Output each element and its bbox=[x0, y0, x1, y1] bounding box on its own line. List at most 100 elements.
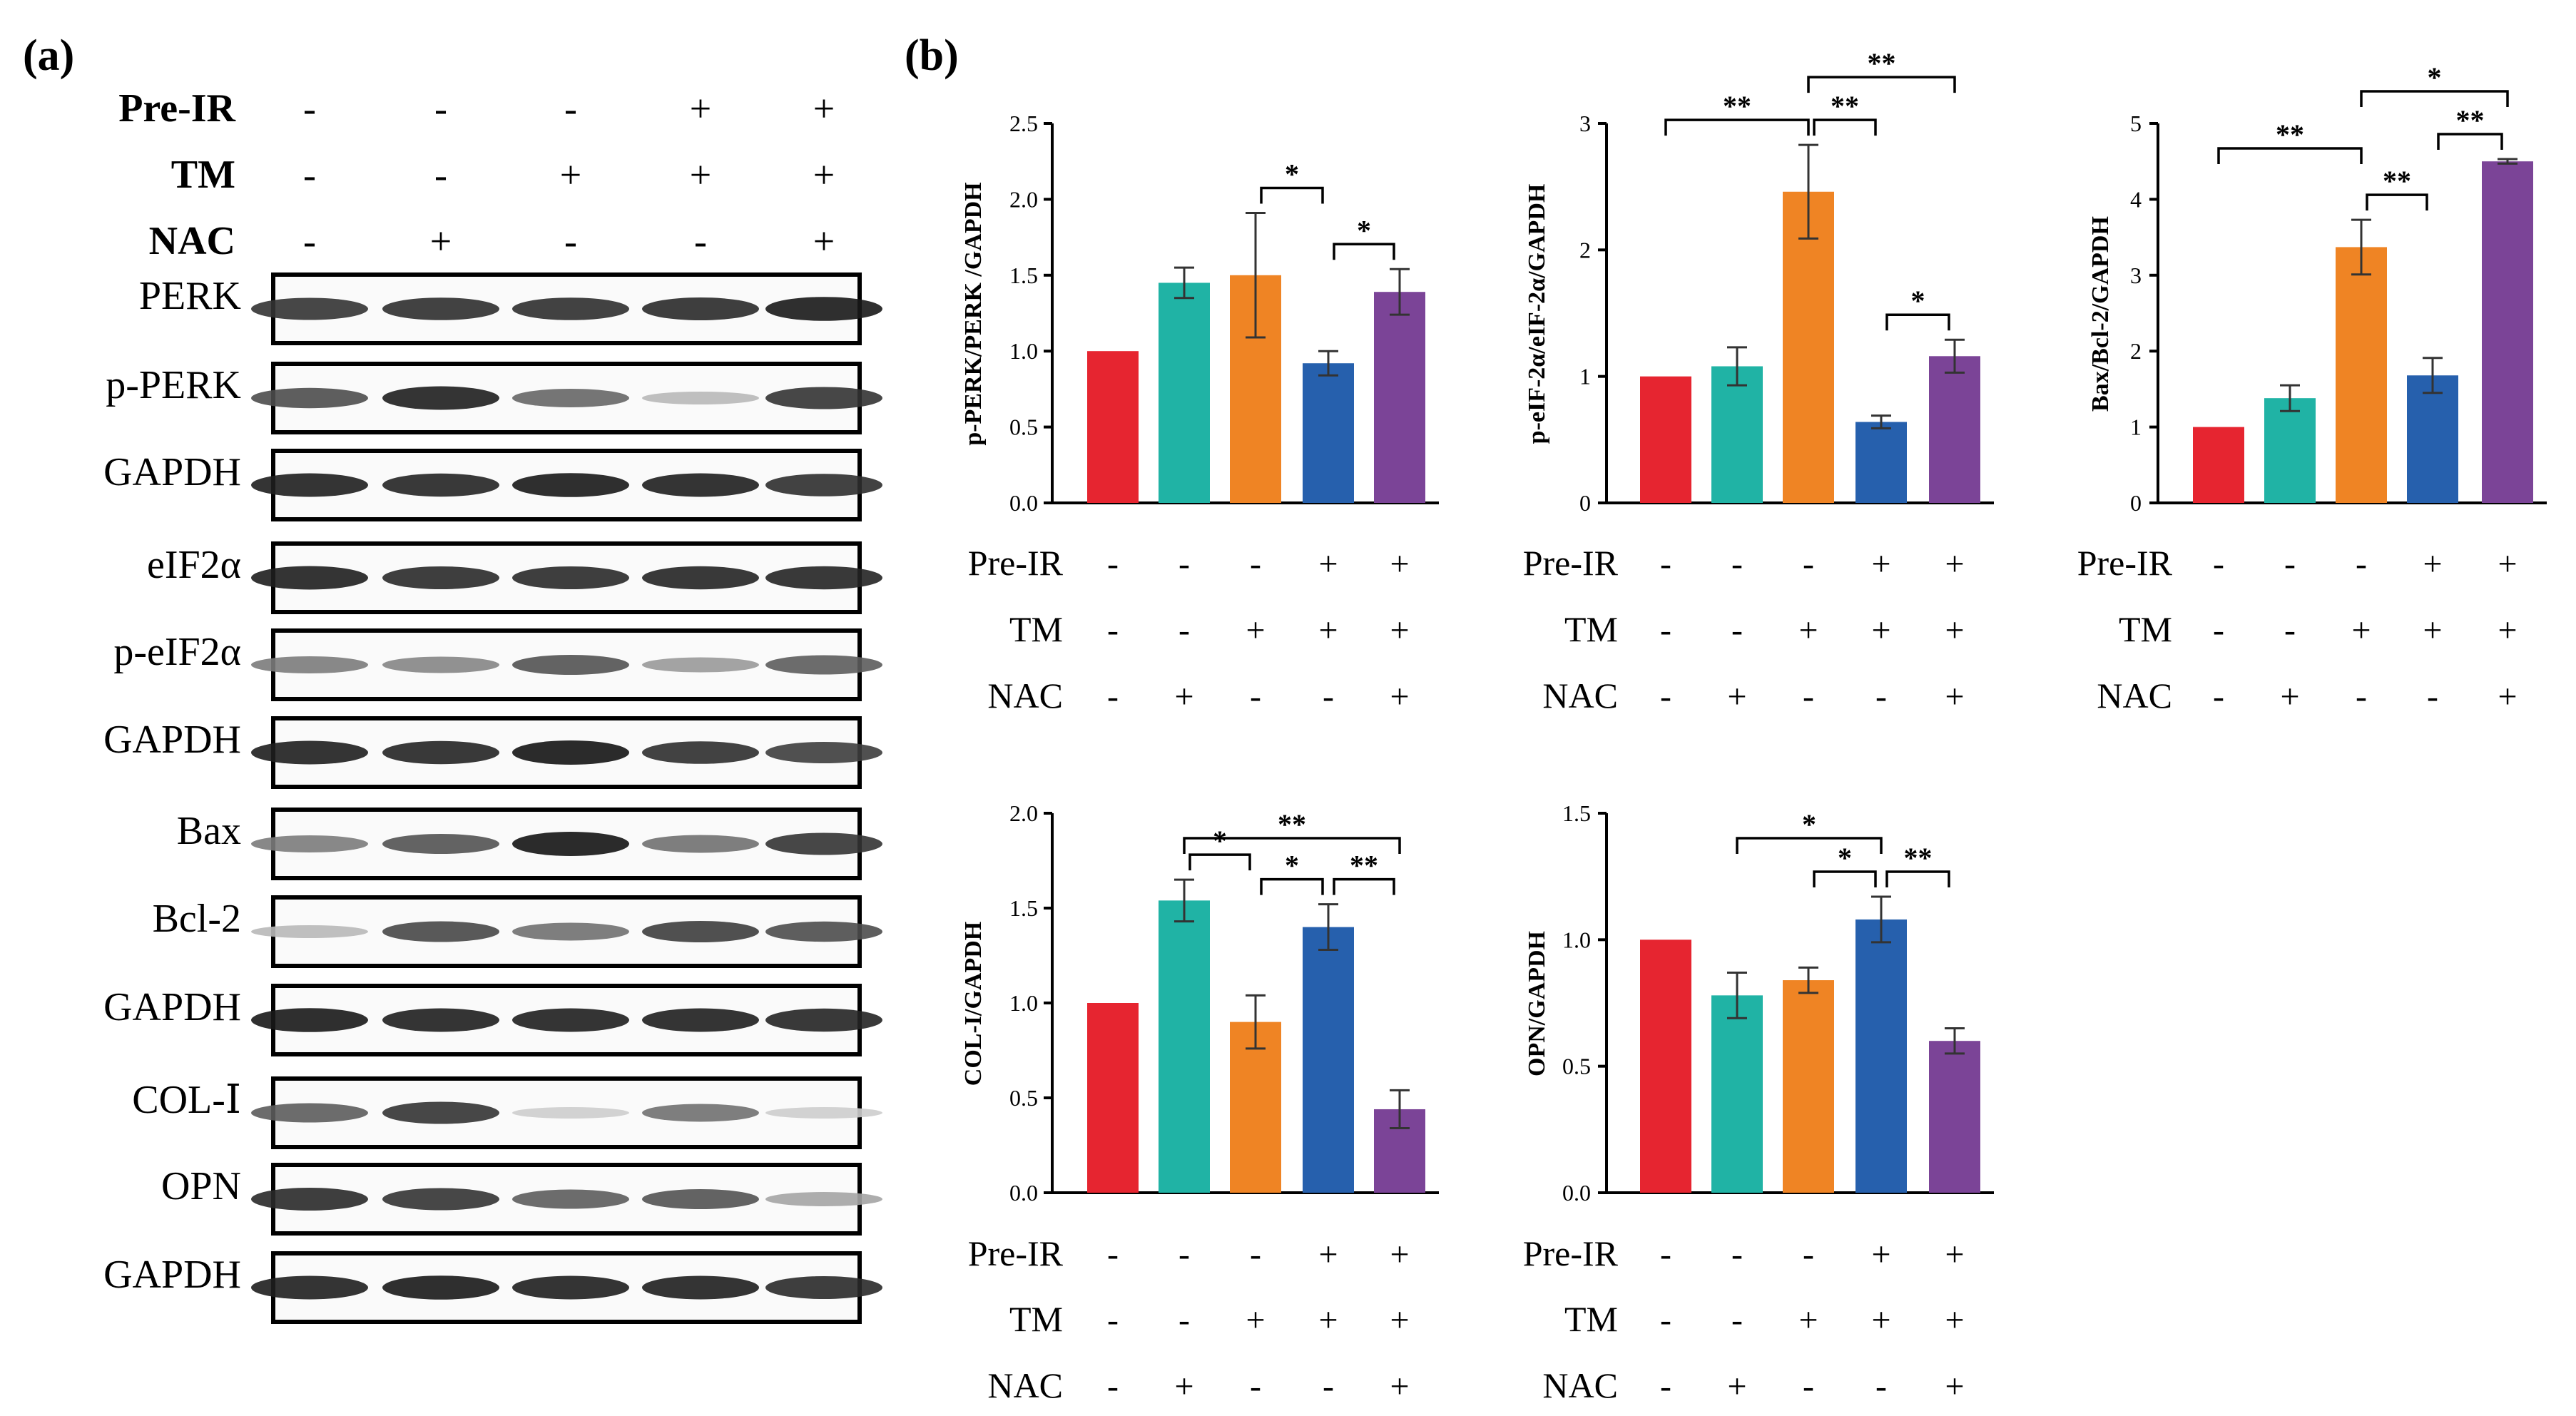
condition-sign: + bbox=[1945, 678, 1964, 715]
band-label: p-PERK bbox=[106, 363, 241, 407]
condition-label: TM bbox=[1009, 1299, 1063, 1339]
condition-label: TM bbox=[171, 153, 235, 197]
condition-sign: + bbox=[1390, 1301, 1409, 1339]
protein-band bbox=[512, 566, 629, 589]
condition-sign: - bbox=[1250, 1236, 1261, 1273]
condition-label: TM bbox=[2119, 609, 2172, 649]
condition-sign: - bbox=[1875, 678, 1887, 715]
blot-row: OPN bbox=[161, 1163, 882, 1236]
protein-band bbox=[382, 566, 499, 589]
y-tick-label: 3 bbox=[2130, 263, 2142, 288]
condition-sign: + bbox=[1174, 678, 1193, 715]
protein-band bbox=[642, 921, 759, 942]
protein-band bbox=[512, 1107, 629, 1119]
condition-sign: - bbox=[1803, 678, 1814, 715]
western-blot-panel: PERK p-PERK GAPDH eIF2α p-eIF2α GAPDH Bax Bcl-2… bbox=[103, 272, 882, 1324]
protein-band bbox=[765, 474, 882, 496]
protein-band bbox=[512, 389, 629, 407]
blot-row: GAPDH bbox=[103, 1251, 882, 1324]
significance-bracket bbox=[1885, 313, 1950, 331]
protein-band bbox=[251, 473, 368, 497]
condition-sign: - bbox=[303, 220, 316, 263]
significance-label: * bbox=[1285, 158, 1299, 190]
condition-sign: - bbox=[564, 87, 577, 130]
significance-label: * bbox=[1838, 842, 1852, 874]
bar bbox=[2336, 247, 2387, 503]
bar bbox=[2482, 161, 2533, 503]
significance-label: ** bbox=[1723, 90, 1751, 122]
protein-band bbox=[642, 741, 759, 764]
significance-bracket bbox=[2437, 133, 2503, 151]
y-tick-label: 1.0 bbox=[1009, 338, 1038, 364]
bar bbox=[2193, 427, 2244, 503]
condition-sign: - bbox=[1660, 1236, 1671, 1273]
y-tick-label: 2.0 bbox=[1009, 186, 1038, 212]
condition-sign: + bbox=[1727, 1367, 1746, 1405]
significance-bracket bbox=[2366, 193, 2428, 211]
significance-label: * bbox=[1285, 850, 1299, 882]
bar bbox=[1303, 927, 1354, 1193]
bar-chart-panel: 0.00.51.01.52.02.5p-PERK/PERK /GAPDH**Pr… bbox=[960, 47, 2547, 1405]
blot-row: p-eIF2α bbox=[113, 628, 882, 701]
condition-sign: + bbox=[1246, 1301, 1265, 1339]
condition-sign: - bbox=[1323, 1367, 1334, 1405]
condition-label: TM bbox=[1564, 609, 1618, 649]
condition-sign: - bbox=[1178, 545, 1190, 583]
significance-bracket bbox=[1807, 76, 1956, 93]
condition-label: Pre-IR bbox=[1523, 1233, 1619, 1273]
significance-label: * bbox=[1213, 825, 1227, 857]
band-label: Bax bbox=[177, 809, 241, 853]
protein-band bbox=[251, 835, 368, 852]
bar bbox=[1929, 356, 1980, 503]
blot-row: Bax bbox=[177, 808, 882, 880]
y-tick-label: 0 bbox=[1579, 490, 1591, 516]
significance-label: ** bbox=[2456, 104, 2485, 136]
protein-band bbox=[382, 1101, 499, 1124]
blot-row: p-PERK bbox=[106, 362, 882, 434]
band-label: PERK bbox=[139, 274, 241, 318]
protein-band bbox=[251, 566, 368, 590]
bar bbox=[2264, 398, 2316, 503]
protein-band bbox=[512, 655, 629, 675]
significance-bracket bbox=[1188, 853, 1251, 871]
band-label: GAPDH bbox=[103, 450, 241, 494]
condition-sign: - bbox=[1107, 1301, 1119, 1339]
protein-band bbox=[251, 1188, 368, 1211]
protein-band bbox=[512, 740, 629, 765]
protein-band bbox=[512, 1189, 629, 1209]
condition-sign: + bbox=[1871, 611, 1890, 649]
y-tick-label: 0 bbox=[2130, 490, 2142, 516]
protein-band bbox=[765, 1107, 882, 1119]
condition-sign: + bbox=[1390, 678, 1409, 715]
condition-sign: - bbox=[1107, 678, 1119, 715]
y-tick-label: 0.0 bbox=[1009, 1180, 1038, 1206]
condition-sign: - bbox=[1178, 611, 1190, 649]
band-label: OPN bbox=[161, 1164, 241, 1208]
condition-sign: + bbox=[1727, 678, 1746, 715]
blot-row: eIF2α bbox=[147, 541, 882, 614]
y-tick-label: 1.0 bbox=[1009, 990, 1038, 1016]
condition-sign: + bbox=[690, 153, 711, 196]
condition-sign: - bbox=[2213, 545, 2224, 583]
y-tick-label: 0.5 bbox=[1009, 414, 1038, 440]
bar bbox=[1929, 1041, 1980, 1193]
blot-row: Bcl-2 bbox=[153, 895, 882, 968]
condition-sign: + bbox=[1945, 1367, 1964, 1405]
condition-sign: + bbox=[1318, 1236, 1338, 1273]
bar bbox=[1783, 980, 1834, 1193]
condition-sign: + bbox=[1871, 1301, 1890, 1339]
condition-sign: - bbox=[1803, 1367, 1814, 1405]
condition-sign: - bbox=[1731, 545, 1743, 583]
protein-band bbox=[512, 297, 629, 320]
protein-band bbox=[382, 297, 499, 320]
significance-bracket bbox=[2217, 147, 2363, 164]
significance-bracket bbox=[1333, 243, 1395, 260]
condition-sign: + bbox=[1798, 611, 1818, 649]
bar bbox=[1855, 919, 1907, 1193]
condition-sign: + bbox=[1945, 1301, 1964, 1339]
condition-sign: + bbox=[2351, 611, 2371, 649]
protein-band bbox=[642, 566, 759, 590]
condition-label: Pre-IR bbox=[1523, 543, 1619, 583]
